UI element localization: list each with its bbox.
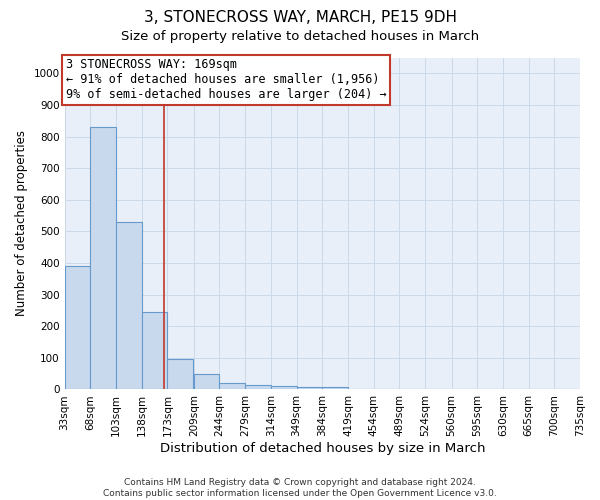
- Bar: [271, 386, 296, 390]
- Bar: [116, 222, 142, 390]
- Bar: [65, 266, 90, 390]
- Text: Size of property relative to detached houses in March: Size of property relative to detached ho…: [121, 30, 479, 43]
- X-axis label: Distribution of detached houses by size in March: Distribution of detached houses by size …: [160, 442, 485, 455]
- Text: 3 STONECROSS WAY: 169sqm
← 91% of detached houses are smaller (1,956)
9% of semi: 3 STONECROSS WAY: 169sqm ← 91% of detach…: [65, 58, 386, 101]
- Bar: [90, 127, 116, 390]
- Bar: [167, 360, 193, 390]
- Bar: [322, 387, 348, 390]
- Bar: [296, 387, 322, 390]
- Text: 3, STONECROSS WAY, MARCH, PE15 9DH: 3, STONECROSS WAY, MARCH, PE15 9DH: [143, 10, 457, 25]
- Bar: [142, 312, 167, 390]
- Y-axis label: Number of detached properties: Number of detached properties: [15, 130, 28, 316]
- Bar: [194, 374, 220, 390]
- Text: Contains HM Land Registry data © Crown copyright and database right 2024.
Contai: Contains HM Land Registry data © Crown c…: [103, 478, 497, 498]
- Bar: [245, 384, 271, 390]
- Bar: [220, 383, 245, 390]
